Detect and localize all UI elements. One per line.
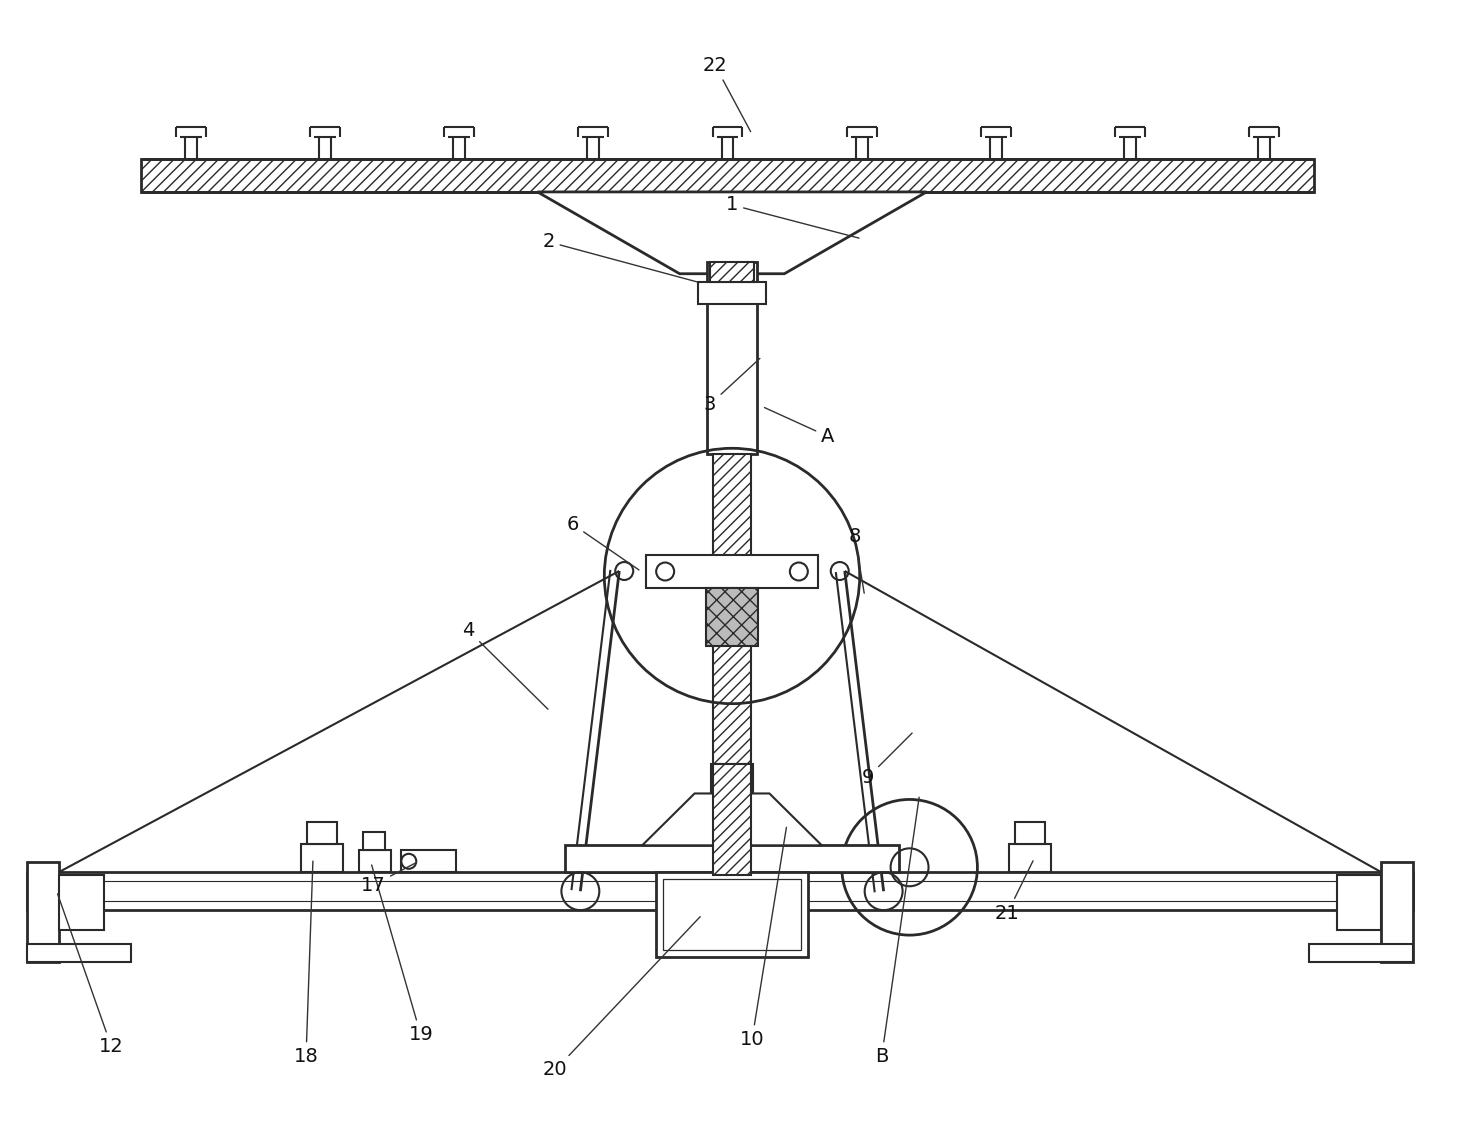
Text: 20: 20	[543, 917, 701, 1080]
Bar	[142, 159, 1314, 191]
Bar	[647, 555, 818, 588]
Bar	[712, 454, 751, 876]
Bar	[26, 944, 132, 961]
Text: 12: 12	[57, 894, 124, 1057]
Polygon shape	[537, 191, 926, 274]
Bar	[59, 876, 104, 931]
Bar	[363, 832, 385, 850]
Bar	[663, 879, 800, 950]
Bar	[1009, 845, 1052, 872]
Text: 19: 19	[372, 865, 433, 1044]
Bar	[26, 862, 59, 961]
Text: B: B	[875, 798, 919, 1066]
Text: 18: 18	[294, 861, 319, 1066]
Bar	[712, 763, 751, 876]
Bar	[307, 823, 336, 845]
Bar	[707, 261, 756, 454]
Text: 1: 1	[726, 196, 859, 238]
Text: 22: 22	[702, 56, 751, 132]
Text: 21: 21	[995, 861, 1033, 923]
Bar	[657, 872, 808, 957]
Bar	[710, 261, 753, 282]
Text: 2: 2	[543, 233, 698, 282]
Bar	[1015, 823, 1045, 845]
Bar	[1381, 862, 1413, 961]
Text: 10: 10	[740, 827, 787, 1050]
Bar	[1337, 876, 1381, 931]
Bar	[565, 846, 900, 872]
Bar	[358, 850, 391, 872]
Text: 9: 9	[862, 733, 911, 787]
Text: 4: 4	[462, 621, 549, 709]
Bar	[707, 588, 758, 646]
Text: 3: 3	[704, 359, 759, 414]
Bar	[401, 850, 455, 872]
Text: 17: 17	[360, 863, 417, 895]
Bar	[26, 872, 1413, 910]
Bar	[1308, 944, 1413, 961]
Bar	[711, 763, 753, 793]
Bar	[301, 845, 342, 872]
Bar	[698, 282, 767, 304]
Text: A: A	[765, 408, 834, 446]
Text: 8: 8	[849, 527, 865, 594]
Polygon shape	[642, 793, 822, 846]
Text: 6: 6	[566, 515, 639, 570]
